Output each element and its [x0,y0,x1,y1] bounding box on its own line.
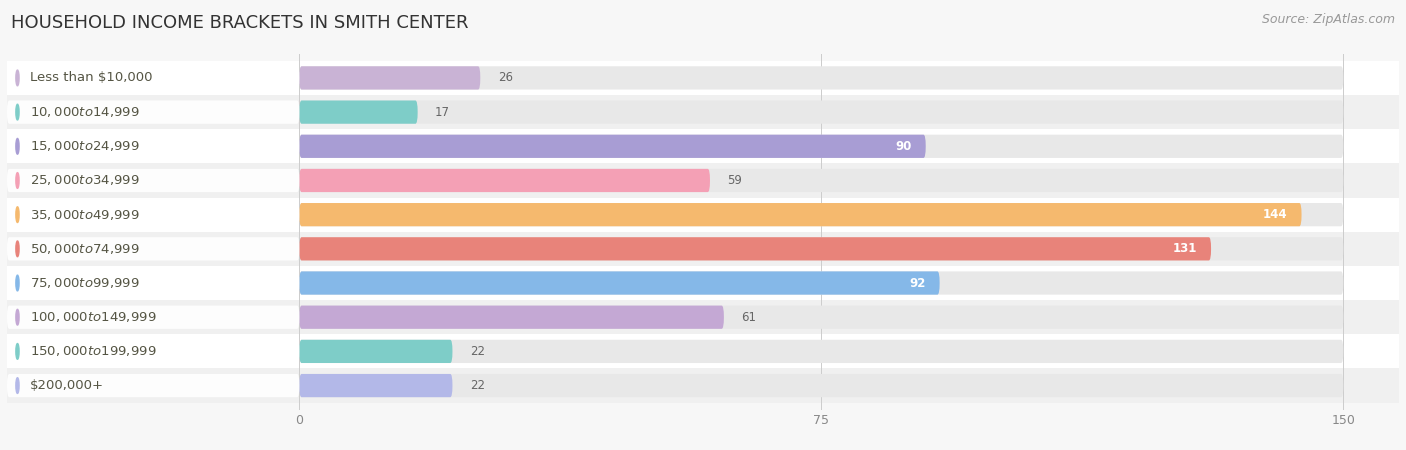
Text: HOUSEHOLD INCOME BRACKETS IN SMITH CENTER: HOUSEHOLD INCOME BRACKETS IN SMITH CENTE… [11,14,468,32]
Text: 22: 22 [470,379,485,392]
FancyBboxPatch shape [7,237,299,261]
Circle shape [15,139,20,154]
FancyBboxPatch shape [7,66,299,90]
FancyBboxPatch shape [299,135,1343,158]
FancyBboxPatch shape [7,369,1399,403]
Text: $200,000+: $200,000+ [30,379,104,392]
FancyBboxPatch shape [7,232,1399,266]
FancyBboxPatch shape [299,374,453,397]
Circle shape [15,104,20,120]
Text: Source: ZipAtlas.com: Source: ZipAtlas.com [1261,14,1395,27]
FancyBboxPatch shape [7,334,1399,369]
FancyBboxPatch shape [7,129,1399,163]
Text: 61: 61 [741,310,756,324]
FancyBboxPatch shape [299,203,1302,226]
FancyBboxPatch shape [7,163,1399,198]
Text: 144: 144 [1263,208,1288,221]
FancyBboxPatch shape [299,237,1211,261]
FancyBboxPatch shape [7,95,1399,129]
FancyBboxPatch shape [7,306,299,329]
Text: $100,000 to $149,999: $100,000 to $149,999 [30,310,156,324]
FancyBboxPatch shape [299,169,1343,192]
Circle shape [15,309,20,325]
FancyBboxPatch shape [299,203,1343,226]
FancyBboxPatch shape [7,100,299,124]
FancyBboxPatch shape [7,340,299,363]
FancyBboxPatch shape [299,374,1343,397]
FancyBboxPatch shape [7,135,299,158]
Circle shape [15,241,20,256]
Circle shape [15,378,20,393]
FancyBboxPatch shape [299,100,418,124]
Text: $75,000 to $99,999: $75,000 to $99,999 [30,276,139,290]
FancyBboxPatch shape [7,169,299,192]
FancyBboxPatch shape [299,100,1343,124]
Circle shape [15,207,20,222]
Text: $25,000 to $34,999: $25,000 to $34,999 [30,174,139,188]
Text: $150,000 to $199,999: $150,000 to $199,999 [30,344,156,358]
FancyBboxPatch shape [7,198,1399,232]
FancyBboxPatch shape [299,135,925,158]
Text: 92: 92 [910,276,925,289]
Text: 59: 59 [727,174,742,187]
FancyBboxPatch shape [299,271,939,295]
Text: Less than $10,000: Less than $10,000 [30,72,152,85]
Circle shape [15,275,20,291]
Text: 90: 90 [896,140,911,153]
FancyBboxPatch shape [299,66,1343,90]
Text: $10,000 to $14,999: $10,000 to $14,999 [30,105,139,119]
FancyBboxPatch shape [7,61,1399,95]
Text: 17: 17 [434,106,450,119]
FancyBboxPatch shape [299,340,453,363]
Text: $15,000 to $24,999: $15,000 to $24,999 [30,140,139,153]
FancyBboxPatch shape [299,237,1343,261]
Circle shape [15,173,20,189]
FancyBboxPatch shape [299,66,481,90]
Text: 22: 22 [470,345,485,358]
FancyBboxPatch shape [299,169,710,192]
FancyBboxPatch shape [7,300,1399,334]
FancyBboxPatch shape [7,271,299,295]
FancyBboxPatch shape [7,374,299,397]
FancyBboxPatch shape [7,266,1399,300]
FancyBboxPatch shape [299,340,1343,363]
Text: 131: 131 [1173,243,1197,255]
Text: $50,000 to $74,999: $50,000 to $74,999 [30,242,139,256]
FancyBboxPatch shape [7,203,299,226]
Text: 26: 26 [498,72,513,85]
Circle shape [15,70,20,86]
FancyBboxPatch shape [299,271,1343,295]
FancyBboxPatch shape [299,306,1343,329]
Circle shape [15,343,20,359]
FancyBboxPatch shape [299,306,724,329]
Text: $35,000 to $49,999: $35,000 to $49,999 [30,207,139,222]
